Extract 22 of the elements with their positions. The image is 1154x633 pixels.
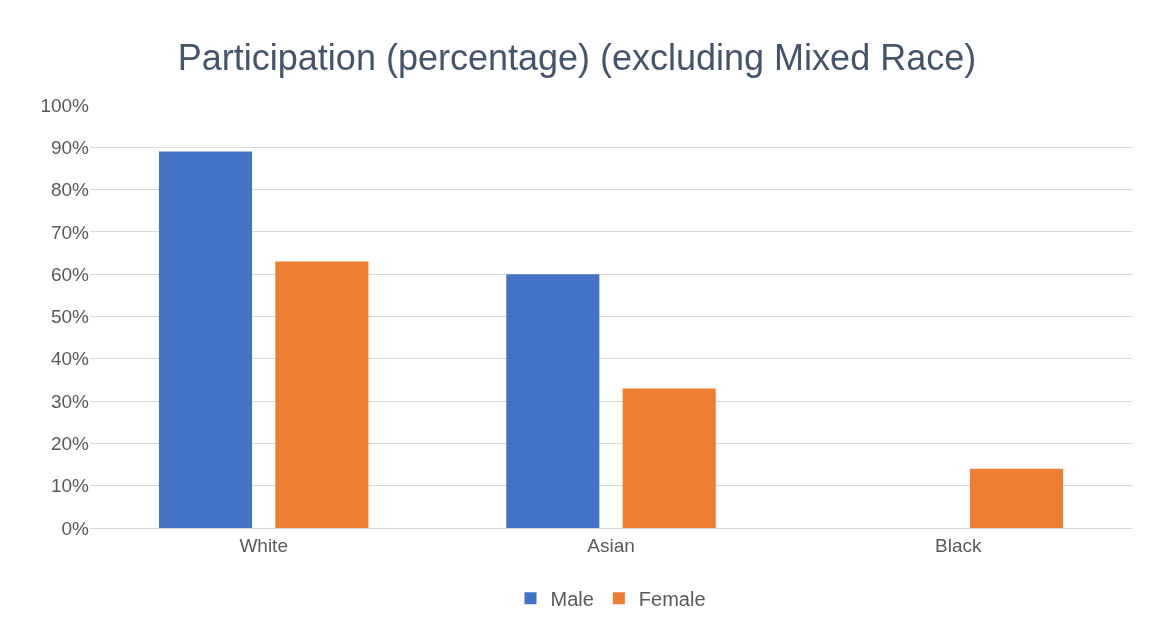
y-tick-label: 10% [50,475,90,497]
y-tick-label: 90% [50,136,90,158]
y-tick-label: 50% [50,306,90,328]
chart-title: Participation (percentage) (excluding Mixed Race) [177,36,977,78]
bar [506,274,600,528]
x-tick-label: Asian [587,534,635,556]
y-tick-label: 40% [50,348,90,370]
bar [622,388,716,528]
y-tick-label: 20% [50,433,90,455]
y-tick-label: 70% [50,221,90,243]
legend-label: Female [638,588,706,611]
y-tick-label: 30% [50,390,90,412]
bar [275,261,369,528]
x-tick-label: White [239,534,288,556]
y-tick-label: 60% [50,263,90,285]
bar [158,151,253,528]
y-tick-label: 80% [50,179,90,201]
y-tick-label: 0% [61,517,90,539]
legend-label: Male [550,588,594,611]
y-tick-label: 100% [40,94,90,116]
x-tick-label: Black [935,534,983,556]
bar [969,468,1064,528]
